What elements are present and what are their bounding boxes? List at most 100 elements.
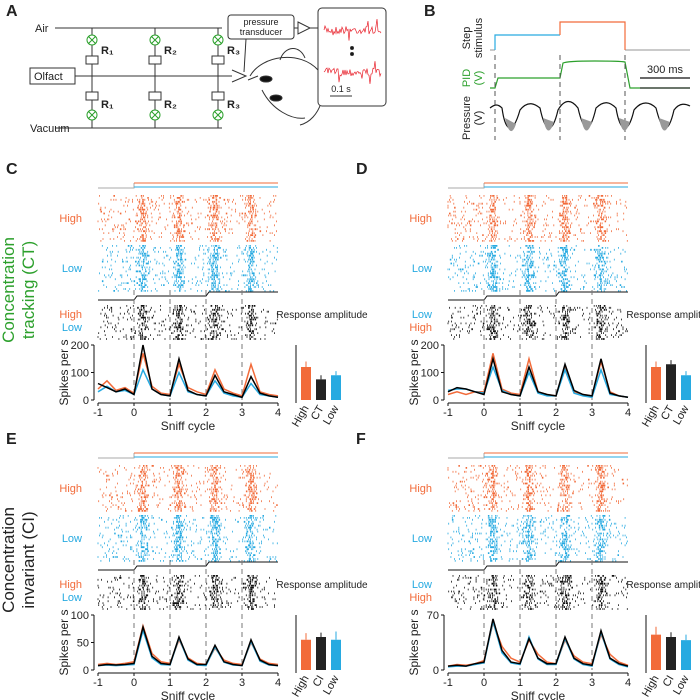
x-tick-label: 4	[275, 677, 281, 689]
raster-row	[452, 520, 608, 523]
raster-row	[449, 506, 609, 508]
raster-row	[99, 228, 258, 231]
raster-row	[101, 260, 268, 263]
bar-title: Response amplitude	[626, 580, 700, 591]
raster-row	[447, 224, 610, 227]
raster-row	[454, 232, 607, 234]
raster-label: Low	[412, 579, 432, 591]
raster-row	[454, 490, 604, 493]
raster-row	[125, 222, 253, 225]
air-label: Air	[35, 23, 49, 35]
raster-row	[101, 494, 255, 497]
raster-row	[104, 334, 266, 336]
raster-row	[451, 222, 603, 225]
bar	[681, 375, 691, 400]
x-tick-label: 2	[553, 407, 559, 419]
psth-line	[97, 627, 279, 667]
raster-row	[458, 528, 610, 531]
y-tick-label: 100	[421, 368, 439, 380]
raster-row	[450, 262, 607, 265]
stimulus-line	[448, 453, 485, 459]
raster-row	[103, 472, 271, 475]
bar	[681, 640, 691, 670]
raster-row	[98, 202, 270, 205]
bar-title: Response amplitude	[276, 580, 368, 591]
raster-row	[97, 598, 276, 601]
raster-label: Low	[412, 533, 432, 545]
x-axis-label: Sniff cycle	[511, 689, 566, 700]
raster-row	[107, 247, 278, 249]
raster-row	[109, 538, 269, 541]
x-tick-label: 2	[203, 677, 209, 689]
raster-row	[99, 594, 256, 597]
raster-row	[458, 472, 613, 475]
raster-row	[457, 274, 618, 277]
raster-row	[119, 465, 257, 467]
raster-row	[456, 508, 607, 510]
raster-row	[452, 515, 610, 517]
resistor-label: R₃	[227, 45, 240, 57]
raster-row	[106, 480, 268, 483]
raster-row	[451, 580, 622, 583]
raster-row	[455, 260, 623, 263]
raster-row	[125, 197, 261, 199]
raster-row	[457, 602, 610, 604]
raster-row	[449, 278, 626, 281]
raster-label: High	[409, 322, 432, 334]
pressure-label: (V)	[473, 111, 485, 126]
panel-letter: D	[356, 161, 368, 178]
raster-row	[451, 538, 621, 541]
x-tick-label: 4	[625, 407, 631, 419]
raster-row	[104, 314, 254, 317]
raster-row	[106, 248, 267, 251]
stimulus-line	[448, 291, 628, 301]
raster-label: High	[59, 579, 82, 591]
raster-row	[485, 604, 619, 606]
raster-row	[103, 284, 272, 286]
raster-row	[102, 504, 278, 506]
raster-row	[456, 500, 622, 503]
y-tick-label: 100	[71, 610, 89, 622]
raster-row	[450, 556, 624, 558]
raster-row	[99, 534, 264, 537]
raster-row	[462, 534, 626, 537]
raster-row	[448, 548, 601, 551]
raster-row	[454, 598, 602, 601]
raster-row	[447, 532, 620, 535]
raster-row	[453, 210, 606, 213]
bar	[666, 364, 676, 400]
raster-row	[100, 326, 267, 329]
raster-row	[467, 496, 613, 499]
step-label: stimulus	[473, 17, 485, 58]
raster-row	[454, 272, 628, 275]
raster-row	[98, 604, 275, 606]
raster-row	[465, 230, 624, 233]
raster-row	[98, 602, 267, 604]
raster-row	[107, 580, 267, 583]
resistor-label: R₂	[164, 99, 177, 111]
raster-row	[467, 588, 627, 591]
transducer-label: pressure	[243, 17, 278, 27]
raster-row	[451, 510, 610, 512]
raster-row	[102, 596, 265, 599]
scale-label: 0.1 s	[331, 84, 351, 94]
raster-row	[448, 276, 622, 279]
x-tick-label: 3	[239, 407, 245, 419]
raster-row	[468, 332, 624, 334]
raster-row	[101, 308, 264, 311]
olfact-label: Olfact	[34, 71, 63, 83]
stimulus-line	[98, 453, 135, 459]
raster-row	[454, 336, 619, 338]
psth-line	[447, 364, 629, 399]
raster-row	[106, 478, 254, 481]
raster-row	[122, 530, 274, 533]
raster-row	[448, 214, 618, 217]
raster-row	[450, 504, 606, 506]
bar-title: Response amplitude	[626, 310, 700, 321]
raster-label: High	[409, 213, 432, 225]
raster-row	[450, 197, 599, 199]
raster-label: Low	[62, 533, 82, 545]
raster-row	[125, 270, 276, 273]
recording-trace	[323, 18, 382, 41]
raster-row	[467, 288, 607, 290]
